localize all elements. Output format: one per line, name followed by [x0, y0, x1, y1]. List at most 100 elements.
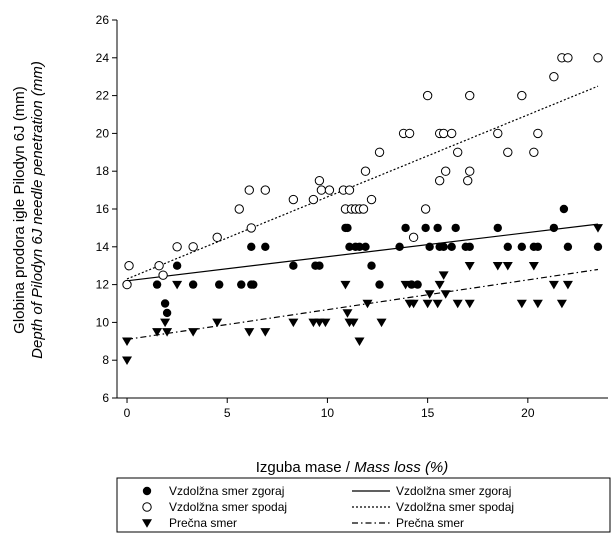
data-point — [212, 318, 223, 328]
data-point — [452, 299, 463, 309]
data-point — [244, 328, 255, 337]
data-point — [320, 318, 331, 328]
data-point — [533, 128, 543, 139]
data-points — [122, 53, 603, 365]
data-point — [308, 194, 319, 205]
data-point — [246, 223, 256, 233]
data-point — [249, 280, 258, 289]
data-point — [452, 147, 463, 158]
data-point — [465, 166, 475, 176]
data-point — [366, 194, 377, 205]
data-point — [314, 175, 325, 186]
data-point — [234, 204, 244, 214]
data-point — [425, 242, 434, 251]
data-point — [413, 280, 422, 289]
data-point — [122, 356, 133, 365]
legend-lines: Vzdolžna smer zgoraj Vzdolžna smer spodaj… — [352, 484, 514, 530]
data-point — [532, 299, 543, 309]
legend-label: Vzdolžna smer spodaj — [169, 500, 287, 514]
data-point — [528, 261, 539, 271]
data-point — [533, 242, 543, 251]
data-point — [563, 242, 573, 251]
data-point — [408, 232, 419, 243]
data-point — [188, 280, 198, 289]
data-point — [215, 280, 224, 289]
data-point — [188, 242, 198, 252]
data-point — [315, 261, 324, 270]
data-point — [345, 242, 354, 251]
data-point — [433, 223, 442, 233]
data-point — [289, 261, 298, 270]
data-point — [493, 223, 502, 233]
y-tick-label: 8 — [102, 353, 109, 367]
data-point — [517, 90, 527, 101]
x-axis-title: Izguba mase / Mass loss (%) — [256, 459, 449, 476]
data-point — [493, 128, 503, 139]
data-point — [375, 280, 384, 289]
data-point — [440, 290, 451, 299]
data-point — [355, 242, 364, 251]
data-point — [348, 318, 359, 328]
data-point — [559, 204, 569, 214]
data-point — [376, 318, 387, 328]
x-ticks: 0 5 10 15 20 — [124, 398, 535, 420]
data-point — [395, 242, 404, 251]
data-point — [548, 280, 559, 290]
y-tick-label: 16 — [96, 202, 110, 216]
data-point — [212, 232, 222, 243]
data-point — [160, 299, 170, 308]
data-point — [517, 242, 527, 251]
regression-line — [126, 223, 599, 282]
data-point — [260, 185, 271, 195]
data-point — [154, 261, 164, 271]
regression-lines — [126, 85, 599, 341]
regression-line — [126, 85, 599, 280]
y-tick-label: 14 — [96, 240, 110, 254]
data-point — [361, 242, 370, 251]
data-point — [367, 261, 376, 270]
data-point — [162, 308, 172, 318]
y-axis-title-english: Depth of Pilodyn 6J needle penetration (… — [29, 61, 46, 359]
data-point — [434, 175, 445, 186]
data-point — [422, 299, 433, 309]
data-point — [344, 185, 355, 195]
y-tick-label: 20 — [96, 126, 110, 140]
y-axis-title: Globina prodora igle Pilodyn 6J (mm) — [11, 86, 28, 334]
data-point — [124, 261, 134, 271]
data-point — [422, 90, 433, 101]
y-ticks: 6 8 10 12 14 16 18 20 22 24 26 — [96, 13, 117, 405]
legend-label: Prečna smer — [169, 516, 237, 530]
data-point — [247, 242, 256, 251]
data-point — [122, 279, 132, 290]
data-point — [556, 299, 567, 309]
data-point — [503, 242, 512, 251]
data-point — [188, 328, 199, 337]
data-point — [360, 166, 371, 176]
data-point — [438, 271, 449, 280]
data-point — [439, 242, 448, 251]
data-point — [340, 280, 351, 290]
x-axis-title-italic: Mass loss (%) — [354, 459, 448, 476]
data-point — [158, 270, 168, 280]
data-point — [492, 261, 503, 271]
data-point — [464, 261, 475, 271]
data-point — [324, 185, 335, 195]
data-point — [354, 337, 365, 347]
data-point — [438, 128, 449, 139]
data-point — [420, 204, 431, 214]
data-point — [424, 290, 435, 299]
x-tick-label: 5 — [224, 406, 231, 420]
data-point — [502, 261, 513, 271]
y-tick-label: 22 — [96, 89, 110, 103]
data-point — [244, 185, 254, 195]
data-point — [342, 309, 353, 318]
data-point — [316, 185, 327, 195]
data-point — [374, 147, 385, 158]
data-point — [593, 53, 603, 63]
data-point — [432, 299, 443, 309]
data-point — [237, 280, 246, 289]
data-point — [358, 204, 369, 214]
data-point — [400, 280, 411, 290]
legend-label: Vzdolžna smer zgoraj — [396, 484, 511, 498]
plot-area: 0 5 10 15 20 6 8 10 12 14 16 18 20 22 24 26 — [96, 13, 608, 420]
